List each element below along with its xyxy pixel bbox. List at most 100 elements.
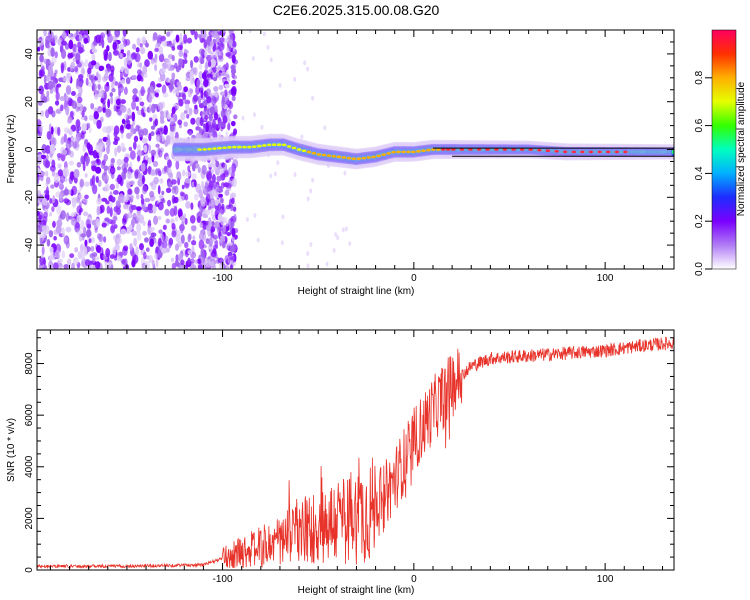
noise-blob <box>193 56 199 63</box>
chart-title: C2E6.2025.315.00.08.G20 <box>273 2 440 18</box>
noise-blob <box>45 170 49 177</box>
signal-core <box>272 143 277 147</box>
noise-blob <box>94 93 99 100</box>
noise-blob <box>188 131 193 136</box>
noise-blob <box>37 156 42 165</box>
noise-blob <box>80 67 86 76</box>
noise-blob <box>60 137 64 145</box>
noise-blob <box>46 238 51 247</box>
noise-blob <box>154 92 160 98</box>
noise-blob <box>164 208 170 217</box>
noise-blob <box>73 168 80 179</box>
noise-blob <box>165 218 171 224</box>
noise-blob <box>176 90 180 97</box>
noise-blob <box>225 204 231 210</box>
noise-blob <box>136 144 141 152</box>
noise-blob <box>130 195 134 200</box>
noise-blob <box>109 183 116 191</box>
noise-blob <box>195 116 201 127</box>
noise-blob <box>38 85 44 95</box>
noise-blob <box>171 222 176 230</box>
noise-speckle <box>217 50 221 56</box>
noise-blob <box>84 173 88 178</box>
noise-blob <box>119 71 124 81</box>
noise-blob <box>109 65 115 73</box>
noise-blob <box>200 37 205 43</box>
noise-blob <box>90 245 95 252</box>
x-tick-label: 100 <box>597 273 614 284</box>
noise-blob <box>220 110 224 118</box>
noise-blob <box>230 256 236 261</box>
noise-blob <box>129 180 135 186</box>
noise-blob <box>183 109 188 114</box>
noise-blob <box>104 183 110 192</box>
signal-core <box>476 148 482 151</box>
noise-blob <box>231 220 235 228</box>
noise-blob <box>167 159 172 168</box>
noise-blob <box>74 65 79 73</box>
noise-blob <box>110 224 115 233</box>
noise-blob <box>171 55 175 62</box>
noise-blob <box>49 212 53 217</box>
noise-blob <box>115 98 121 106</box>
noise-blob <box>95 71 99 79</box>
noise-blob <box>83 30 90 36</box>
noise-blob <box>136 222 142 233</box>
signal-core <box>494 148 499 151</box>
noise-blob <box>211 221 215 227</box>
noise-blob <box>143 144 148 154</box>
noise-blob <box>155 143 160 148</box>
noise-blob <box>169 84 174 91</box>
noise-speckle <box>293 172 297 178</box>
noise-blob <box>193 193 199 201</box>
noise-blob <box>45 109 50 119</box>
noise-speckle <box>273 171 277 177</box>
noise-blob <box>117 174 123 185</box>
noise-blob <box>173 196 179 204</box>
noise-blob <box>148 133 152 142</box>
noise-blob <box>55 84 59 94</box>
noise-blob <box>169 117 175 125</box>
noise-blob <box>111 196 116 203</box>
noise-blob <box>95 244 102 254</box>
noise-blob <box>206 73 213 78</box>
noise-blob <box>114 81 119 86</box>
signal-core <box>401 150 406 154</box>
signal-core <box>451 148 456 151</box>
signal-core <box>281 143 287 147</box>
x-tick-label: -100 <box>213 574 233 585</box>
noise-blob <box>190 60 194 69</box>
noise-blob <box>135 106 139 111</box>
noise-blob <box>208 180 214 190</box>
noise-blob <box>40 171 45 176</box>
colorbar-frame <box>711 29 737 270</box>
noise-speckle <box>245 216 249 222</box>
signal-core <box>468 148 473 151</box>
noise-blob <box>143 251 147 260</box>
noise-blob <box>122 245 129 252</box>
noise-blob <box>116 145 122 153</box>
noise-blob <box>219 205 225 215</box>
noise-blob <box>153 176 159 185</box>
noise-blob <box>109 166 116 175</box>
noise-blob <box>68 160 74 166</box>
noise-blob <box>115 182 120 190</box>
noise-blob <box>108 73 114 82</box>
noise-blob <box>96 119 102 129</box>
noise-blob <box>49 246 54 254</box>
noise-blob <box>79 178 85 188</box>
noise-blob <box>62 149 68 155</box>
noise-blob <box>165 59 171 65</box>
colorbar-ticks: 0.0 0.2 0.4 0.6 0.8 <box>694 70 712 276</box>
noise-blob <box>114 147 118 157</box>
noise-blob <box>188 107 193 116</box>
y-tick-label: -20 <box>24 190 35 205</box>
noise-blob <box>125 123 132 130</box>
noise-blob <box>101 38 105 49</box>
noise-blob <box>203 78 209 88</box>
noise-blob <box>92 149 98 159</box>
noise-blob <box>184 49 189 54</box>
noise-blob <box>39 257 44 266</box>
noise-blob <box>68 39 74 50</box>
